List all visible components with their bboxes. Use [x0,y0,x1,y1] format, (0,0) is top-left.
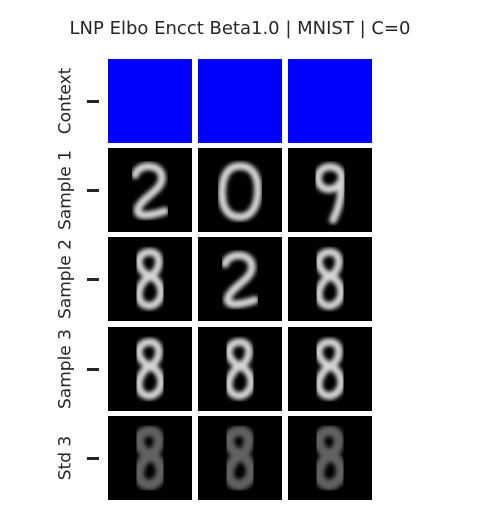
digit-glyph [221,251,259,309]
figure-title: LNP Elbo Encct Beta1.0 | MNIST | C=0 [69,18,411,39]
row-tick [87,278,99,281]
sample-image [198,148,282,232]
row-label: Std 3 [55,435,76,481]
digit-glyph [223,425,257,491]
sample-image [288,148,372,232]
sample-image [108,327,192,411]
digit-glyph [133,425,167,491]
digit-glyph [313,425,347,491]
digit-glyph [314,338,346,400]
digit-glyph [134,248,166,310]
context-image [198,59,282,143]
std-image [198,416,282,500]
row-tick [87,189,99,192]
digit-glyph [218,162,262,221]
sample-image [198,327,282,411]
row-label: Sample 3 [55,329,76,409]
digit-glyph [131,162,169,220]
digit-glyph [134,338,166,400]
row-tick [87,368,99,371]
sample-image [108,237,192,321]
sample-image [288,327,372,411]
digit-glyph [314,162,346,224]
digit-glyph [314,248,346,310]
context-image [288,59,372,143]
row-label: Context [55,67,76,135]
row-tick [87,457,99,460]
row-label: Sample 1 [55,150,76,230]
sample-image [108,148,192,232]
sample-image [288,237,372,321]
digit-glyph [224,338,256,400]
context-image [108,59,192,143]
row-label: Sample 2 [55,239,76,319]
std-image [288,416,372,500]
row-tick [87,100,99,103]
sample-image [198,237,282,321]
std-image [108,416,192,500]
